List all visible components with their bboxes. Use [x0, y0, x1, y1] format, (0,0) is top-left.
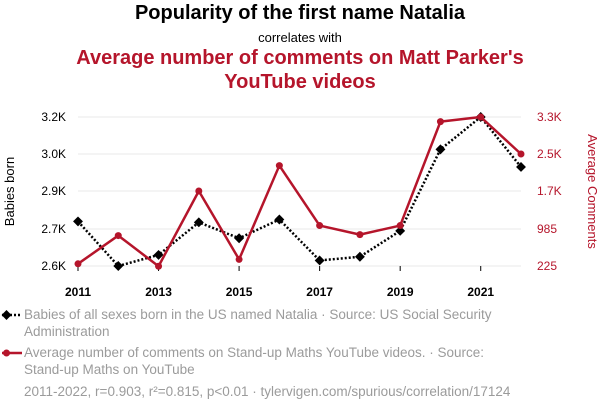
- data-point-babies: [314, 255, 325, 266]
- data-point-comments: [517, 150, 525, 158]
- y-right-tick-label: 1.7K: [537, 184, 562, 198]
- data-point-comments: [275, 162, 283, 170]
- data-point-babies: [354, 251, 365, 262]
- data-point-babies: [193, 217, 204, 228]
- x-tick-label: 2021: [467, 285, 494, 299]
- x-tick-label: 2011: [65, 285, 91, 299]
- data-point-babies: [516, 162, 526, 172]
- dotted-line-diamond-icon: [1, 310, 22, 320]
- data-point-babies: [395, 225, 406, 236]
- data-point-comments: [396, 222, 404, 230]
- chart-title: Popularity of the first name Natalia: [134, 2, 466, 24]
- legend-label-comments: Average number of comments on Stand-up M…: [24, 345, 485, 377]
- y-left-tick-label: 3.2K: [41, 110, 66, 124]
- data-point-comments: [235, 255, 243, 263]
- x-tick-label: 2013: [145, 285, 172, 299]
- y-right-tick-label: 3.3K: [537, 110, 562, 124]
- data-point-comments: [195, 187, 203, 195]
- y-left-tick-label: 3.0K: [41, 147, 66, 161]
- solid-line-circle-icon: [2, 349, 22, 357]
- x-tick-label: 2015: [226, 285, 253, 299]
- data-point-comments: [114, 232, 122, 240]
- data-point-babies: [153, 249, 164, 260]
- x-tick-label: 2019: [387, 285, 414, 299]
- y-left-axis-label: Babies born: [2, 157, 17, 226]
- y-left-tick-label: 2.9K: [41, 184, 66, 198]
- y-right-axis-label: Average Comments: [585, 134, 600, 249]
- y-right-tick-label: 985: [537, 222, 557, 236]
- data-point-comments: [436, 118, 444, 126]
- chart-subtitle: correlates with: [258, 30, 342, 45]
- chart-title-secondary: Average number of comments on Matt Parke…: [76, 47, 524, 93]
- data-point-babies: [73, 216, 83, 227]
- data-point-babies: [113, 261, 124, 271]
- data-point-comments: [155, 262, 163, 270]
- data-point-babies: [435, 144, 446, 155]
- data-point-comments: [477, 113, 485, 121]
- y-left-tick-label: 2.7K: [41, 222, 66, 236]
- y-left-tick-label: 2.6K: [41, 259, 66, 273]
- data-point-comments: [356, 231, 364, 239]
- series-line-comments: [77, 115, 522, 268]
- line-chart: 2.6K 2.7K 2.9K 3.0K 3.2K 225 985 1.7K 2.5K 3.3K 20…: [2, 110, 600, 299]
- data-point-babies: [234, 233, 245, 244]
- legend-label-babies: Babies of all sexes born in the US named…: [24, 307, 492, 339]
- data-point-comments: [316, 222, 324, 230]
- y-right-tick-label: 2.5K: [537, 147, 562, 161]
- footer-stats: 2011-2022, r=0.903, r²=0.815, p<0.01 · t…: [24, 384, 511, 399]
- y-right-tick-label: 225: [537, 259, 557, 273]
- x-tick-label: 2017: [306, 285, 333, 299]
- data-point-babies: [274, 214, 285, 225]
- data-point-comments: [74, 260, 82, 268]
